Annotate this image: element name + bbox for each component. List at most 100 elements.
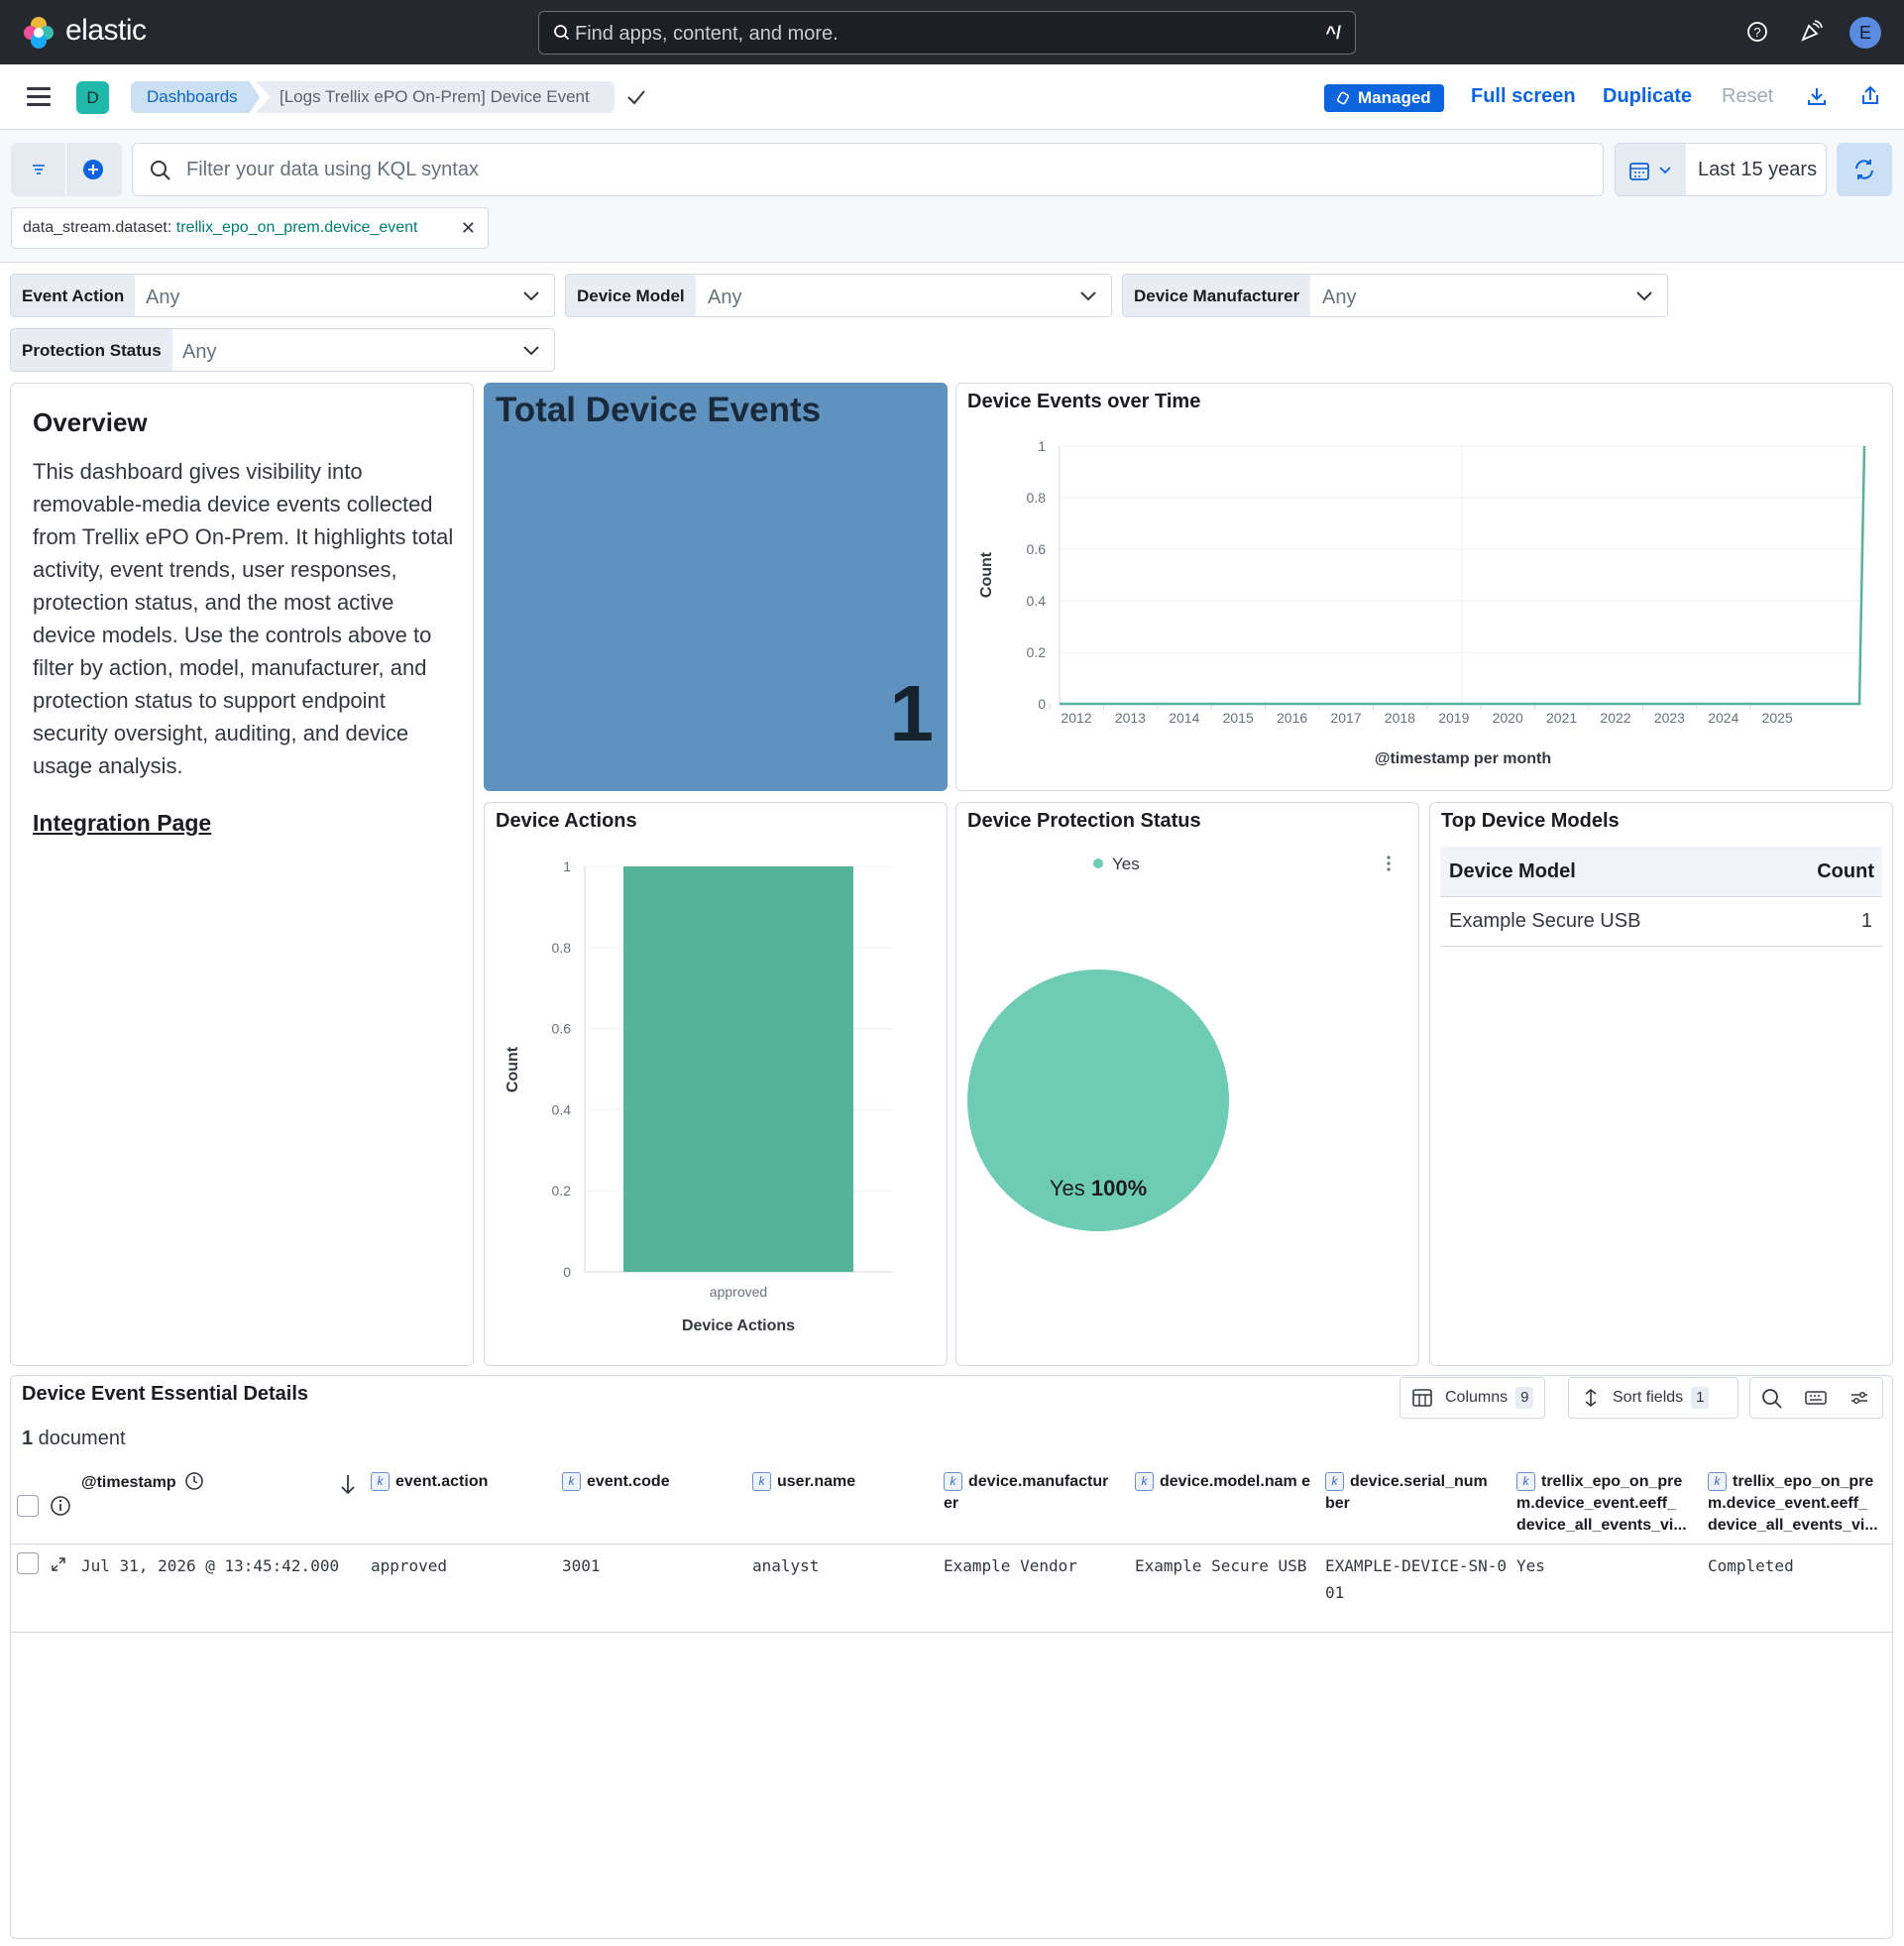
time-range-label[interactable]: Last 15 years	[1698, 159, 1818, 180]
sort-fields-button[interactable]: Sort fields 1	[1568, 1377, 1738, 1419]
user-avatar[interactable]: E	[1849, 17, 1881, 49]
device-actions-chart: 1 0.8 0.6 0.4 0.2 0 approved Device Actions Coun…	[504, 859, 892, 1334]
device-actions-panel: Device Actions 1 0.8 0.6 0.4 0.2 0 approved Dev…	[484, 802, 948, 1366]
column-header-label: device.model.nam e	[1160, 1473, 1311, 1490]
bar	[623, 866, 853, 1272]
control-protection-status[interactable]: Protection Status Any	[10, 328, 555, 372]
refresh-button[interactable]	[1837, 143, 1892, 196]
y-tick-label: 1	[1038, 438, 1046, 454]
chevron-down-icon	[1659, 167, 1671, 174]
cell-device-manufacturer: Example Vendor	[944, 1556, 1077, 1575]
column-header-event-action[interactable]: k event.action	[371, 1471, 554, 1493]
y-tick-label: 0.2	[552, 1183, 572, 1199]
columns-button[interactable]: Columns 9	[1400, 1377, 1545, 1419]
filter-pill[interactable]: data_stream.dataset: trellix_epo_on_prem…	[11, 207, 489, 249]
y-tick-label: 0	[563, 1264, 571, 1280]
managed-label: Managed	[1358, 88, 1431, 107]
column-header-protection-status[interactable]: k trellix_epo_on_pre m.device_event.eeff_…	[1516, 1471, 1700, 1537]
full-screen-button[interactable]: Full screen	[1471, 85, 1576, 107]
metric-title: Total Device Events	[496, 391, 822, 429]
chevron-down-icon	[523, 346, 539, 356]
slice-label: Yes 100%	[1050, 1176, 1147, 1201]
check-icon	[627, 90, 645, 105]
search-icon	[151, 161, 170, 180]
x-tick-label: approved	[710, 1284, 767, 1300]
columns-label: Columns	[1445, 1389, 1509, 1406]
row-checkbox[interactable]	[17, 1552, 39, 1574]
expand-icon[interactable]	[51, 1556, 66, 1572]
column-header-device-manufacturer[interactable]: k device.manufactur er	[944, 1471, 1127, 1515]
device-events-over-time-panel: Device Events over Time 1 0.8 0.6 0.4 0.2 0 20…	[955, 383, 1893, 791]
integration-page-link[interactable]: Integration Page	[33, 810, 212, 836]
control-label: Protection Status	[11, 329, 172, 371]
brand-name: elastic	[65, 14, 147, 47]
legend-menu-icon[interactable]	[1386, 855, 1392, 872]
space-avatar[interactable]: D	[76, 81, 109, 114]
elastic-logo-icon[interactable]	[22, 16, 56, 50]
kql-query-input[interactable]: Filter your data using KQL syntax	[132, 143, 1604, 196]
search-icon[interactable]	[1761, 1388, 1783, 1410]
control-event-action[interactable]: Event Action Any	[10, 274, 555, 317]
pie-slice	[967, 970, 1229, 1231]
keyboard-icon[interactable]	[1805, 1390, 1827, 1406]
header-divider	[11, 1544, 1892, 1545]
display-settings-icon[interactable]	[1849, 1390, 1869, 1406]
menu-icon[interactable]	[27, 87, 51, 107]
reset-button[interactable]: Reset	[1722, 85, 1774, 107]
control-device-manufacturer[interactable]: Device Manufacturer Any	[1122, 274, 1668, 317]
share-icon[interactable]	[1859, 84, 1881, 106]
x-tick-label: 2016	[1277, 710, 1307, 726]
document-count-label: document	[33, 1428, 126, 1449]
select-all-checkbox[interactable]	[17, 1495, 39, 1517]
duplicate-button[interactable]: Duplicate	[1603, 85, 1693, 107]
cell-timestamp: Jul 31, 2026 @ 13:45:42.000	[81, 1556, 340, 1575]
column-header-device-model[interactable]: Device Model	[1449, 860, 1576, 882]
sort-descending-icon[interactable]	[339, 1473, 357, 1495]
breadcrumb-dashboards[interactable]: Dashboards	[131, 81, 260, 113]
column-header-timestamp[interactable]: @timestamp	[81, 1471, 204, 1494]
y-tick-label: 1	[563, 859, 571, 874]
global-search-input[interactable]: Find apps, content, and more. ^/	[538, 11, 1356, 55]
search-icon	[554, 25, 570, 41]
kql-placeholder: Filter your data using KQL syntax	[186, 159, 479, 180]
y-tick-label: 0.4	[552, 1101, 572, 1117]
control-device-model[interactable]: Device Model Any	[565, 274, 1112, 317]
managed-badge[interactable]: Managed	[1324, 84, 1444, 112]
control-label: Event Action	[11, 275, 136, 316]
search-shortcut: ^/	[1325, 23, 1341, 43]
y-axis-title: Count	[978, 551, 995, 598]
help-icon[interactable]: ?	[1743, 18, 1771, 46]
column-header-event-code[interactable]: k event.code	[562, 1471, 745, 1493]
column-header-label: trellix_epo_on_pre m.device_event.eeff_ …	[1708, 1473, 1878, 1534]
y-tick-label: 0	[1038, 696, 1046, 712]
close-icon[interactable]: ✕	[460, 218, 476, 238]
control-value: Any	[182, 341, 217, 363]
overview-panel: Overview This dashboard gives visibility…	[10, 383, 474, 1366]
managed-icon	[1336, 91, 1350, 105]
breadcrumb-bar: D Dashboards [Logs Trellix ePO On-Prem] …	[0, 64, 1904, 130]
filter-menu-icon[interactable]	[31, 163, 47, 176]
table-row: Example Secure USB 1	[1440, 897, 1882, 947]
column-header-user-name[interactable]: k user.name	[752, 1471, 936, 1493]
column-header-completion-status[interactable]: k trellix_epo_on_pre m.device_event.eeff_…	[1708, 1471, 1891, 1537]
column-header-device-serial-number[interactable]: k device.serial_num ber	[1325, 1471, 1509, 1515]
table-icon	[1412, 1389, 1432, 1407]
column-header-label: device.manufactur er	[944, 1473, 1109, 1512]
keyword-type-icon: k	[1708, 1472, 1727, 1491]
cell-completion-status: Completed	[1708, 1556, 1794, 1575]
date-picker[interactable]: Last 15 years	[1615, 143, 1827, 196]
x-tick-label: 2012	[1061, 710, 1091, 726]
y-tick-label: 0.8	[1027, 490, 1047, 506]
add-filter-icon[interactable]	[82, 159, 104, 180]
column-header-count[interactable]: Count	[1817, 860, 1874, 882]
info-icon[interactable]	[50, 1495, 71, 1517]
column-header-device-model-name[interactable]: k device.model.nam e	[1135, 1471, 1318, 1493]
keyword-type-icon: k	[752, 1472, 771, 1491]
cell-protection-status: Yes	[1516, 1556, 1545, 1575]
download-icon[interactable]	[1806, 85, 1828, 107]
keyword-type-icon: k	[1135, 1472, 1154, 1491]
quick-menu-button[interactable]	[1616, 144, 1686, 195]
news-feed-icon[interactable]	[1797, 18, 1825, 46]
x-tick-label: 2025	[1762, 710, 1793, 726]
x-axis-title: Device Actions	[682, 1317, 795, 1334]
